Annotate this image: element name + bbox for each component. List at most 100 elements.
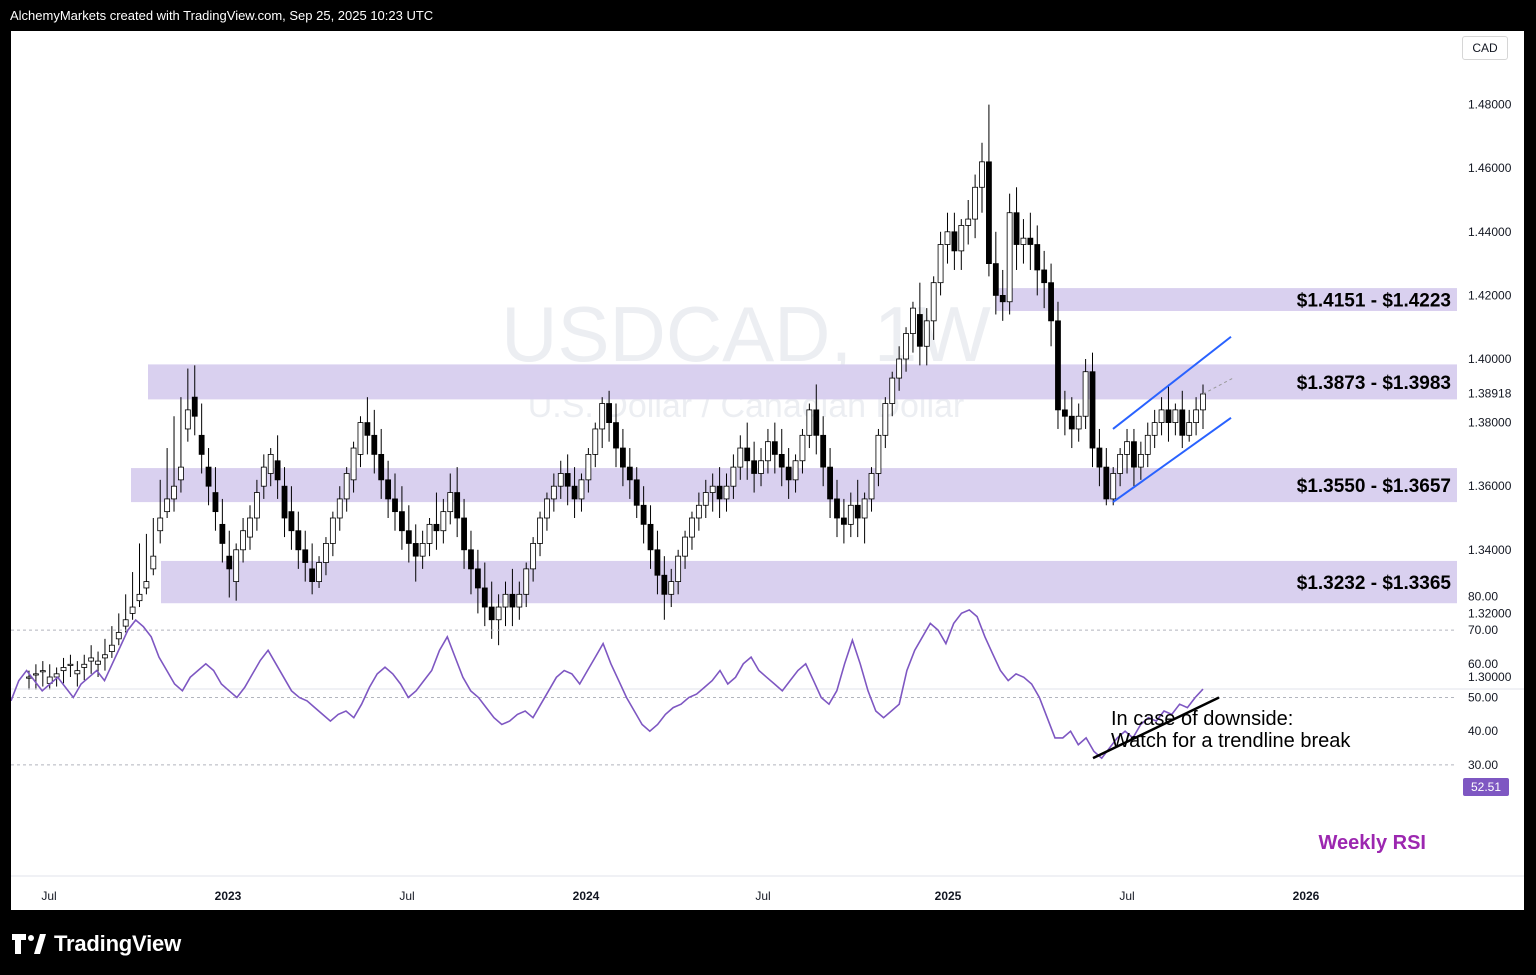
support-resistance-zone bbox=[996, 288, 1457, 311]
candle-up bbox=[1158, 409, 1165, 424]
candle-up bbox=[150, 555, 157, 570]
price-axis-tick: 1.46000 bbox=[1468, 161, 1512, 175]
candle-down bbox=[191, 396, 198, 417]
candle-down bbox=[1179, 409, 1186, 436]
candle-up bbox=[447, 492, 454, 513]
candle-up bbox=[896, 358, 903, 379]
candle-up bbox=[972, 186, 979, 220]
price-chart-svg[interactable]: USDCAD, 1WU.S. Dollar / Canadian Dollar$… bbox=[11, 31, 1524, 910]
rsi-trendline bbox=[1092, 696, 1220, 760]
candle-up bbox=[357, 422, 364, 455]
support-resistance-zone bbox=[148, 364, 1457, 400]
time-axis-tick: 2025 bbox=[935, 889, 962, 903]
chart-title-bar: AlchemyMarkets created with TradingView.… bbox=[0, 0, 1536, 31]
candle-up bbox=[267, 453, 274, 474]
candle-down bbox=[1041, 269, 1048, 284]
chart-title: AlchemyMarkets created with TradingView.… bbox=[10, 8, 434, 23]
candle-up bbox=[792, 460, 799, 481]
price-axis-tick: 1.30000 bbox=[1468, 670, 1512, 684]
candle-down bbox=[951, 231, 958, 252]
candle-down bbox=[1165, 409, 1172, 424]
candle-down bbox=[1027, 237, 1034, 245]
candle-down bbox=[1096, 447, 1103, 468]
candle-up bbox=[184, 409, 191, 430]
candle-up bbox=[530, 543, 537, 570]
candle-down bbox=[454, 492, 461, 519]
candle-down bbox=[461, 517, 467, 551]
candle-up bbox=[74, 670, 81, 675]
candle-up bbox=[426, 523, 433, 544]
candle-down bbox=[405, 530, 412, 544]
candle-down bbox=[509, 593, 516, 608]
candle-up bbox=[799, 434, 806, 462]
candle-down bbox=[481, 587, 488, 608]
candle-up bbox=[1144, 434, 1151, 455]
candle-up bbox=[1172, 409, 1179, 424]
candle-up bbox=[758, 460, 764, 474]
candle-down bbox=[778, 453, 785, 468]
candle-down bbox=[647, 523, 654, 551]
candle-up bbox=[557, 473, 564, 487]
rsi-axis-tick: 40.00 bbox=[1468, 724, 1498, 738]
candle-up bbox=[516, 593, 523, 608]
candle-up bbox=[419, 543, 426, 557]
candle-up bbox=[1117, 453, 1124, 474]
candle-down bbox=[571, 485, 578, 500]
currency-selector[interactable]: CAD bbox=[1462, 36, 1508, 60]
candle-up bbox=[240, 530, 246, 551]
candle-down bbox=[219, 523, 226, 544]
candle-up bbox=[143, 581, 150, 589]
candle-down bbox=[1034, 244, 1041, 271]
candle-up bbox=[544, 498, 550, 519]
candle-down bbox=[827, 466, 833, 500]
candle-up bbox=[847, 504, 854, 525]
candle-down bbox=[751, 460, 758, 474]
time-axis-tick: 2023 bbox=[215, 889, 242, 903]
candle-down bbox=[378, 453, 385, 481]
candle-up bbox=[129, 606, 136, 614]
chart-area[interactable]: USDCAD, 1W U.S. Dollar / Canadian Dollar $… bbox=[11, 31, 1524, 910]
candle-up bbox=[523, 568, 530, 595]
price-axis-tick: 1.44000 bbox=[1468, 225, 1512, 239]
candle-up bbox=[903, 333, 909, 360]
candle-down bbox=[840, 517, 847, 525]
candle-up bbox=[550, 485, 557, 500]
candle-down bbox=[785, 466, 792, 481]
candle-up bbox=[260, 466, 267, 487]
candle-up bbox=[102, 654, 108, 659]
footer-brand: TradingView bbox=[12, 927, 181, 961]
candle-down bbox=[1061, 409, 1068, 417]
candle-down bbox=[716, 485, 723, 500]
candle-down bbox=[364, 422, 371, 436]
candle-up bbox=[88, 657, 95, 662]
candle-up bbox=[336, 498, 343, 519]
channel-upper-line bbox=[1112, 335, 1232, 430]
candle-down bbox=[820, 434, 827, 468]
candle-up bbox=[115, 632, 122, 640]
price-axis-tick: 1.38918 bbox=[1468, 386, 1512, 400]
candle-up bbox=[329, 517, 336, 544]
candle-up bbox=[599, 403, 606, 430]
candle-up bbox=[157, 517, 164, 532]
candle-down bbox=[205, 466, 212, 487]
candle-down bbox=[399, 511, 405, 532]
time-axis-tick: Jul bbox=[399, 889, 414, 903]
candle-up bbox=[1186, 422, 1193, 436]
candle-up bbox=[247, 517, 253, 538]
candle-up bbox=[910, 307, 916, 334]
candle-up bbox=[930, 282, 937, 322]
candle-up bbox=[965, 218, 972, 226]
candle-up bbox=[979, 161, 985, 188]
candle-down bbox=[564, 473, 571, 487]
candle-up bbox=[806, 409, 813, 436]
candle-up bbox=[737, 447, 744, 468]
candle-down bbox=[281, 485, 288, 519]
candle-down bbox=[468, 549, 474, 570]
candle-down bbox=[613, 422, 619, 449]
candle-up bbox=[889, 377, 896, 404]
candle-down bbox=[412, 543, 419, 557]
candle-up bbox=[1124, 441, 1130, 455]
candle-up bbox=[675, 555, 682, 582]
price-axis-tick: 1.38000 bbox=[1468, 416, 1512, 430]
price-axis-tick: 1.42000 bbox=[1468, 288, 1512, 302]
